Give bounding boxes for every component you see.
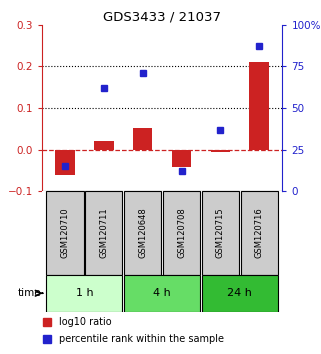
Title: GDS3433 / 21037: GDS3433 / 21037	[103, 11, 221, 24]
Bar	[124, 274, 200, 312]
Bar	[202, 191, 239, 274]
Text: 24 h: 24 h	[227, 288, 252, 298]
Text: GSM120708: GSM120708	[177, 207, 186, 258]
Bar	[47, 191, 84, 274]
Bar	[85, 191, 123, 274]
Bar	[240, 191, 278, 274]
Text: GSM120710: GSM120710	[61, 207, 70, 258]
Text: GSM120648: GSM120648	[138, 207, 147, 258]
Bar	[47, 274, 123, 312]
Bar	[202, 274, 278, 312]
Bar	[133, 128, 152, 150]
Bar	[55, 150, 75, 176]
Bar	[163, 191, 200, 274]
Text: GSM120711: GSM120711	[100, 207, 108, 258]
Text: GSM120715: GSM120715	[216, 207, 225, 258]
Bar	[94, 141, 114, 150]
Text: log10 ratio: log10 ratio	[59, 317, 111, 327]
Text: 1 h: 1 h	[76, 288, 93, 298]
Text: percentile rank within the sample: percentile rank within the sample	[59, 334, 224, 344]
Text: GSM120716: GSM120716	[255, 207, 264, 258]
Text: 4 h: 4 h	[153, 288, 171, 298]
Text: time: time	[17, 288, 41, 298]
Bar	[249, 62, 269, 150]
Bar	[211, 150, 230, 152]
Bar	[124, 191, 161, 274]
Bar	[172, 150, 191, 167]
